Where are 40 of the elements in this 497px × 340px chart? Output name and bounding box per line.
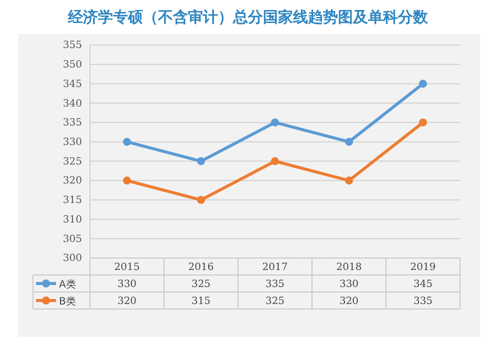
data-label: 345 <box>413 279 433 290</box>
legend-label: A类 <box>59 278 76 290</box>
y-tick-label: 310 <box>62 214 82 226</box>
point <box>271 118 279 126</box>
x-tick-label: 2016 <box>188 262 214 273</box>
y-tick-label: 355 <box>62 40 82 52</box>
x-tick-label: 2015 <box>114 262 140 273</box>
point <box>123 176 131 185</box>
y-tick-label: 340 <box>62 98 82 110</box>
data-label: 320 <box>117 296 137 307</box>
data-label: 335 <box>413 296 433 307</box>
data-label: 330 <box>117 279 137 290</box>
data-label: 315 <box>191 296 211 307</box>
point <box>123 138 131 146</box>
data-label: 320 <box>339 296 359 307</box>
point <box>419 118 427 126</box>
point <box>419 80 427 88</box>
y-tick-label: 315 <box>62 195 82 206</box>
chart-title: 经济学专硕（不含审计）总分国家线趋势图及单科分数 <box>67 8 429 26</box>
y-tick-label: 330 <box>62 137 82 148</box>
point <box>197 157 205 166</box>
data-label: 325 <box>265 296 285 307</box>
data-label: 325 <box>191 279 211 290</box>
point <box>271 157 279 166</box>
data-label: 335 <box>265 279 285 290</box>
y-tick-label: 300 <box>62 253 82 264</box>
y-tick-label: 325 <box>62 156 82 168</box>
point <box>345 138 353 146</box>
y-tick-label: 350 <box>62 60 82 71</box>
y-tick-label: 335 <box>62 118 82 129</box>
point <box>345 176 353 185</box>
x-tick-label: 2017 <box>262 262 288 273</box>
y-tick-label: 345 <box>62 78 82 90</box>
point <box>197 196 205 204</box>
x-tick-label: 2018 <box>336 262 362 273</box>
data-label: 330 <box>339 279 359 290</box>
y-tick-label: 305 <box>62 234 82 245</box>
y-tick-label: 320 <box>62 176 82 187</box>
x-tick-label: 2019 <box>410 262 436 273</box>
legend-label: B类 <box>59 296 76 308</box>
